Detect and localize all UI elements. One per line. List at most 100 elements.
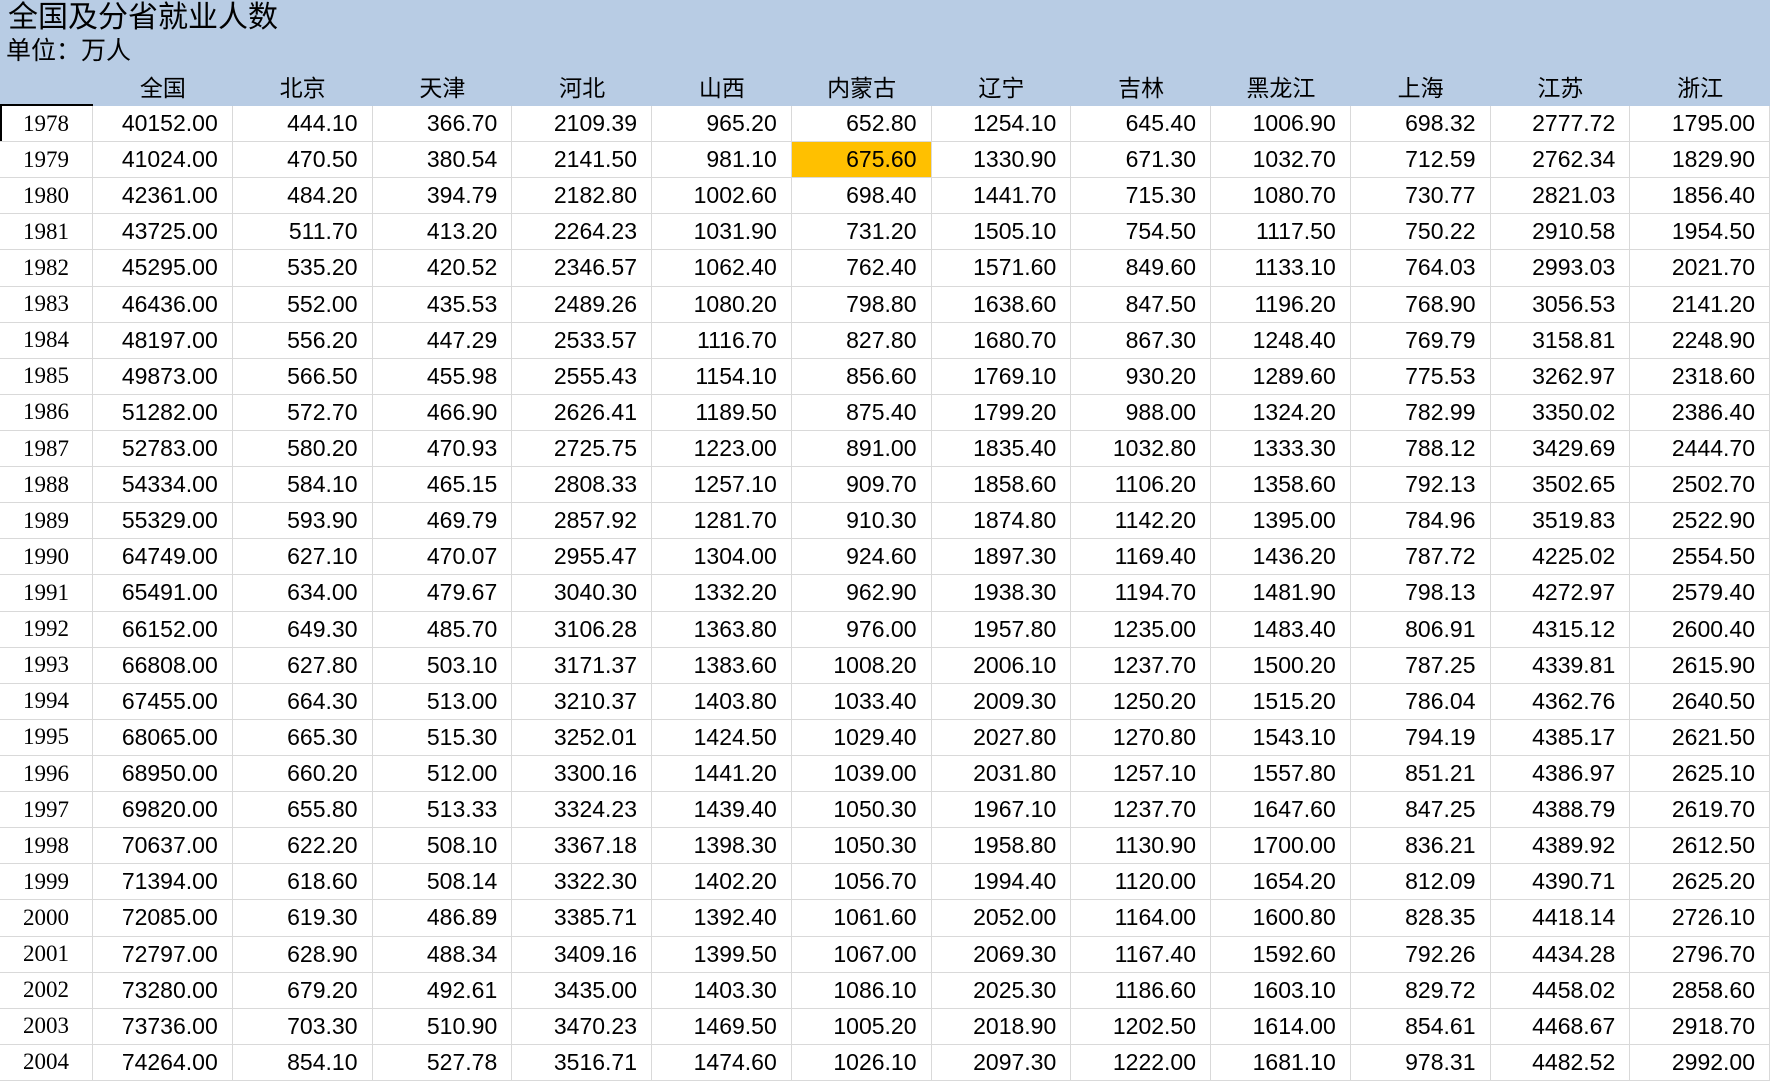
year-cell[interactable]: 1979 [0,142,93,179]
data-cell[interactable]: 572.70 [232,394,373,431]
data-cell[interactable]: 508.10 [372,828,513,865]
column-header-10[interactable]: 上海 [1397,76,1444,102]
data-cell[interactable]: 43725.00 [93,214,233,251]
data-cell[interactable]: 2346.57 [512,250,652,287]
data-cell[interactable]: 68065.00 [93,719,233,756]
data-cell[interactable]: 2600.40 [1630,611,1770,648]
data-cell[interactable]: 1795.00 [1630,106,1770,143]
data-cell[interactable]: 1289.60 [1211,358,1351,395]
data-cell[interactable]: 1254.10 [931,106,1072,143]
data-cell[interactable]: 485.70 [372,611,513,648]
data-cell[interactable]: 1614.00 [1211,1008,1351,1045]
data-cell[interactable]: 750.22 [1350,214,1491,251]
data-cell[interactable]: 1281.70 [652,503,792,540]
data-cell[interactable]: 1032.80 [1071,430,1211,468]
data-cell[interactable]: 593.90 [232,503,373,540]
data-cell[interactable]: 764.03 [1350,250,1491,287]
data-cell[interactable]: 4315.12 [1490,611,1631,648]
data-cell[interactable]: 2858.60 [1630,972,1770,1009]
year-cell[interactable]: 2001 [0,936,93,973]
data-cell[interactable]: 1169.40 [1071,539,1211,576]
data-cell[interactable]: 4362.76 [1490,683,1631,720]
data-cell[interactable]: 73736.00 [93,1008,233,1045]
data-cell[interactable]: 1835.40 [931,430,1072,468]
data-cell[interactable]: 55329.00 [93,503,233,540]
data-cell[interactable]: 775.53 [1350,358,1491,395]
column-header-1[interactable]: 全国 [139,76,186,102]
data-cell[interactable]: 2318.60 [1630,358,1770,395]
data-cell[interactable]: 847.25 [1350,792,1491,829]
data-cell[interactable]: 1398.30 [652,828,792,865]
data-cell[interactable]: 798.80 [791,286,932,323]
data-cell[interactable]: 72085.00 [93,900,233,937]
column-header-5[interactable]: 山西 [698,76,745,102]
data-cell[interactable]: 981.10 [652,142,792,179]
column-header-2[interactable]: 北京 [279,76,326,102]
year-cell[interactable]: 1991 [0,575,93,612]
data-cell[interactable]: 3367.18 [512,828,652,865]
data-cell[interactable]: 2009.30 [931,683,1072,720]
column-header-8[interactable]: 吉林 [1118,76,1165,102]
data-cell[interactable]: 420.52 [372,250,513,287]
year-cell[interactable]: 1987 [0,430,93,468]
data-cell[interactable]: 1237.70 [1071,792,1211,829]
data-cell[interactable]: 1031.90 [652,214,792,251]
data-cell[interactable]: 470.07 [372,539,513,576]
data-cell[interactable]: 1515.20 [1211,683,1351,720]
data-cell[interactable]: 1469.50 [652,1008,792,1045]
data-cell[interactable]: 515.30 [372,719,513,756]
data-cell[interactable]: 1500.20 [1211,647,1351,684]
data-cell[interactable]: 1186.60 [1071,972,1211,1009]
data-cell[interactable]: 413.20 [372,214,513,251]
data-cell[interactable]: 1235.00 [1071,611,1211,648]
column-header-11[interactable]: 江苏 [1537,76,1584,102]
data-cell[interactable]: 1363.80 [652,611,792,648]
column-header-12[interactable]: 浙江 [1677,76,1724,102]
data-cell[interactable]: 394.79 [372,178,513,215]
data-cell[interactable]: 1938.30 [931,575,1072,612]
data-cell[interactable]: 1237.70 [1071,647,1211,684]
data-cell[interactable]: 2726.10 [1630,900,1770,937]
data-cell[interactable]: 70637.00 [93,828,233,865]
data-cell[interactable]: 466.90 [372,394,513,431]
data-cell[interactable]: 1439.40 [652,792,792,829]
data-cell[interactable]: 3262.97 [1490,358,1631,395]
data-cell[interactable]: 1680.70 [931,322,1072,359]
data-cell[interactable]: 891.00 [791,430,932,468]
data-cell[interactable]: 698.32 [1350,106,1491,143]
data-cell[interactable]: 40152.00 [93,106,233,143]
data-cell[interactable]: 3210.37 [512,683,652,720]
year-cell[interactable]: 1999 [0,864,93,901]
data-cell[interactable]: 508.14 [372,864,513,901]
data-cell[interactable]: 64749.00 [93,539,233,576]
data-cell[interactable]: 1654.20 [1211,864,1351,901]
data-cell[interactable]: 867.30 [1071,322,1211,359]
data-cell[interactable]: 1557.80 [1211,755,1351,793]
data-cell[interactable]: 42361.00 [93,178,233,215]
data-cell[interactable]: 671.30 [1071,142,1211,179]
data-cell[interactable]: 510.90 [372,1008,513,1045]
data-cell[interactable]: 4386.97 [1490,755,1631,793]
data-cell[interactable]: 828.35 [1350,900,1491,937]
data-cell[interactable]: 1424.50 [652,719,792,756]
data-cell[interactable]: 3409.16 [512,936,652,973]
data-cell[interactable]: 1403.80 [652,683,792,720]
year-cell[interactable]: 1981 [0,214,93,251]
data-cell[interactable]: 1571.60 [931,250,1072,287]
year-cell[interactable]: 1998 [0,828,93,865]
data-cell[interactable]: 1005.20 [791,1008,932,1045]
data-cell[interactable]: 2444.70 [1630,430,1770,468]
data-cell[interactable]: 3435.00 [512,972,652,1009]
data-cell[interactable]: 827.80 [791,322,932,359]
data-cell[interactable]: 2725.75 [512,430,652,468]
data-cell[interactable]: 1223.00 [652,430,792,468]
data-cell[interactable]: 2796.70 [1630,936,1770,973]
data-cell[interactable]: 2264.23 [512,214,652,251]
data-cell[interactable]: 856.60 [791,358,932,395]
data-cell[interactable]: 622.20 [232,828,373,865]
data-cell[interactable]: 470.50 [232,142,373,179]
data-cell[interactable]: 768.90 [1350,286,1491,323]
data-cell[interactable]: 74264.00 [93,1044,233,1081]
data-cell[interactable]: 65491.00 [93,575,233,612]
data-cell[interactable]: 1167.40 [1071,936,1211,973]
